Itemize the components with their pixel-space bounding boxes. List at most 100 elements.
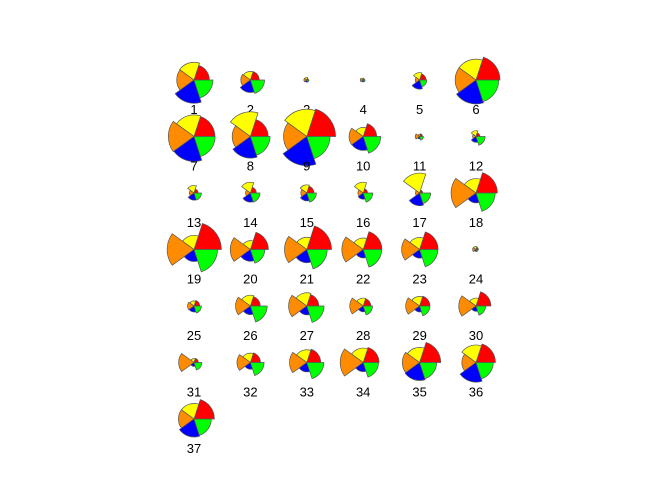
segment-2	[229, 111, 259, 138]
glyph-label: 26	[243, 328, 257, 343]
segment-3	[472, 247, 477, 252]
segment-5	[419, 192, 431, 204]
star-glyph-25: 25	[187, 300, 202, 343]
segment-2	[353, 181, 367, 194]
segment-5	[362, 305, 373, 316]
glyph-label: 19	[187, 272, 201, 287]
segment-5	[362, 362, 379, 378]
star-glyph-8: 8	[229, 111, 271, 174]
star-glyph-31: 31	[178, 352, 203, 400]
glyph-label: 37	[187, 441, 201, 456]
segment-3	[341, 236, 364, 263]
star-glyph-36: 36	[459, 343, 496, 400]
segment-1	[475, 56, 501, 81]
segment-5	[306, 249, 328, 270]
segment-2	[187, 184, 197, 194]
segment-3	[458, 295, 477, 317]
glyph-label: 22	[356, 272, 370, 287]
segment-5	[249, 79, 265, 94]
star-glyph-16: 16	[353, 181, 374, 230]
segment-3	[284, 235, 308, 264]
segment-4	[411, 79, 423, 90]
glyph-label: 34	[356, 385, 370, 400]
segment-5	[419, 249, 439, 268]
segment-5	[193, 192, 202, 201]
glyph-label: 17	[412, 215, 426, 230]
segment-5	[362, 79, 366, 83]
star-glyph-23: 23	[401, 231, 439, 287]
star-glyph-1: 1	[174, 61, 214, 117]
segment-5	[475, 362, 494, 380]
segment-5	[419, 79, 428, 88]
star-glyphs: 1234567891011121314151617181920212223242…	[166, 56, 501, 456]
segment-4	[232, 135, 258, 159]
glyph-label: 20	[243, 272, 257, 287]
segment-2	[461, 344, 482, 364]
star-glyph-18: 18	[450, 172, 498, 230]
star-glyph-11: 11	[413, 133, 426, 174]
segment-5	[362, 136, 382, 154]
glyph-label: 7	[190, 159, 197, 174]
star-glyph-19: 19	[166, 223, 222, 287]
glyph-label: 30	[469, 328, 483, 343]
segment-3	[235, 296, 251, 316]
segment-3	[288, 294, 308, 318]
segment-1	[419, 341, 442, 363]
glyph-label: 28	[356, 328, 370, 343]
segment-5	[306, 362, 325, 380]
segment-4	[408, 192, 424, 207]
segment-3	[166, 233, 195, 266]
star-glyph-34: 34	[339, 346, 380, 400]
segment-1	[249, 231, 269, 250]
segment-5	[193, 305, 202, 314]
star-glyph-15: 15	[299, 184, 317, 230]
star-glyph-2: 2	[239, 71, 265, 117]
glyph-label: 32	[243, 385, 257, 400]
segment-5	[475, 305, 486, 316]
segment-1	[306, 225, 332, 250]
star-glyph-7: 7	[167, 114, 216, 174]
glyph-label: 9	[303, 159, 310, 174]
segment-5	[193, 136, 216, 158]
segment-1	[193, 223, 222, 250]
glyph-label: 16	[356, 215, 370, 230]
segment-1	[193, 399, 215, 420]
star-glyph-24: 24	[469, 246, 483, 287]
glyph-label: 18	[469, 215, 483, 230]
star-glyph-6: 6	[454, 56, 501, 117]
segment-4	[178, 418, 201, 438]
segment-5	[419, 136, 424, 141]
star-glyph-27: 27	[288, 292, 325, 343]
glyph-label: 6	[472, 102, 479, 117]
segment-4	[282, 135, 317, 167]
segment-3	[414, 133, 421, 140]
segment-5	[249, 136, 271, 156]
glyph-label: 10	[356, 159, 370, 174]
segment-2	[284, 108, 316, 138]
star-glyph-26: 26	[235, 294, 268, 343]
segment-5	[475, 249, 479, 252]
segment-3	[187, 301, 195, 311]
segment-3	[303, 77, 308, 83]
glyph-label: 29	[412, 328, 426, 343]
segment-5	[193, 418, 212, 436]
segment-3	[349, 297, 364, 315]
segment-2	[179, 61, 200, 81]
segment-3	[401, 238, 421, 261]
segment-5	[306, 192, 317, 203]
segment-4	[456, 79, 484, 105]
segment-5	[249, 362, 265, 376]
segment-1	[306, 108, 336, 137]
glyph-label: 5	[416, 102, 423, 117]
star-glyph-10: 10	[348, 123, 382, 174]
segment-3	[236, 354, 251, 371]
segment-5	[306, 305, 325, 323]
glyph-label: 1	[190, 102, 197, 117]
segment-2	[299, 184, 310, 194]
star-glyph-17: 17	[402, 172, 431, 230]
segment-5	[475, 192, 496, 212]
segment-4	[459, 361, 483, 383]
segment-5	[419, 305, 431, 317]
glyph-label: 35	[412, 385, 426, 400]
